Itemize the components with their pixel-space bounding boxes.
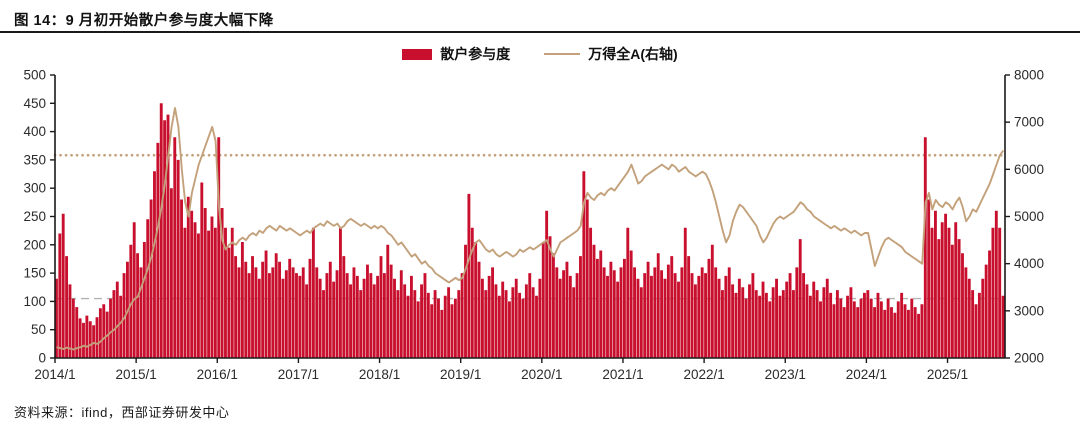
left-axis-tick-label: 50 (31, 322, 46, 337)
x-axis-tick-label: 2021/1 (602, 367, 643, 382)
x-axis-tick-label: 2014/1 (34, 367, 75, 382)
x-axis-tick-label: 2025/1 (927, 367, 968, 382)
chart-canvas: 0 50 100 150 200 250 300 350 400 450 500 2000 3000 40… (23, 68, 1044, 383)
chart-area: 0 50 100 150 200 250 300 350 400 450 500 2000 3000 40… (0, 60, 1080, 395)
legend-item-retail-participation: 散户参与度 (402, 44, 510, 64)
right-axis-tick-label: 2000 (1014, 351, 1044, 366)
bars-retail-participation (55, 103, 1005, 358)
chart-legend: 散户参与度 万得全A(右轴) (0, 44, 1080, 64)
right-axis-tick-label: 5000 (1014, 209, 1044, 224)
legend-label-retail-participation: 散户参与度 (440, 46, 511, 62)
x-axis-tick-label: 2022/1 (683, 367, 724, 382)
line-wind-all-a (56, 107, 1005, 351)
right-axis-tick-label: 6000 (1014, 162, 1044, 177)
left-axis-tick-label: 500 (23, 68, 46, 83)
left-axis-tick-label: 100 (23, 294, 46, 309)
legend-line-swatch (544, 52, 581, 56)
left-axis-tick-label: 400 (23, 124, 46, 139)
x-axis-tick-label: 2024/1 (846, 367, 887, 382)
x-axis-tick-label: 2017/1 (278, 367, 319, 382)
x-axis-tick-label: 2015/1 (115, 367, 156, 382)
x-axis-tick-label: 2020/1 (521, 367, 562, 382)
legend-item-wind-all-a: 万得全A(右轴) (544, 44, 678, 64)
title-divider (0, 31, 1080, 33)
x-axis-tick-label: 2019/1 (440, 367, 481, 382)
legend-bar-swatch (402, 48, 433, 60)
left-axis-tick-label: 350 (23, 152, 46, 167)
x-axis-tick-label: 2023/1 (765, 367, 806, 382)
right-axis-tick-label: 7000 (1014, 115, 1044, 130)
left-axis-tick-label: 0 (38, 351, 46, 366)
left-axis-tick-label: 450 (23, 96, 46, 111)
right-axis-tick-label: 3000 (1014, 303, 1044, 318)
source-note: 资料来源：ifind，西部证券研发中心 (14, 405, 230, 420)
legend-label-wind-all-a: 万得全A(右轴) (588, 46, 678, 62)
x-axis-tick-label: 2016/1 (197, 367, 238, 382)
left-axis-tick-label: 250 (23, 209, 46, 224)
left-axis-tick-label: 300 (23, 181, 46, 196)
left-axis-tick-label: 150 (23, 266, 46, 281)
right-axis-tick-label: 8000 (1014, 68, 1044, 83)
x-axis-tick-label: 2018/1 (359, 367, 400, 382)
left-axis-tick-label: 200 (23, 237, 46, 252)
right-axis-tick-label: 4000 (1014, 256, 1044, 271)
figure-title: 图 14：9 月初开始散户参与度大幅下降 (14, 13, 274, 29)
